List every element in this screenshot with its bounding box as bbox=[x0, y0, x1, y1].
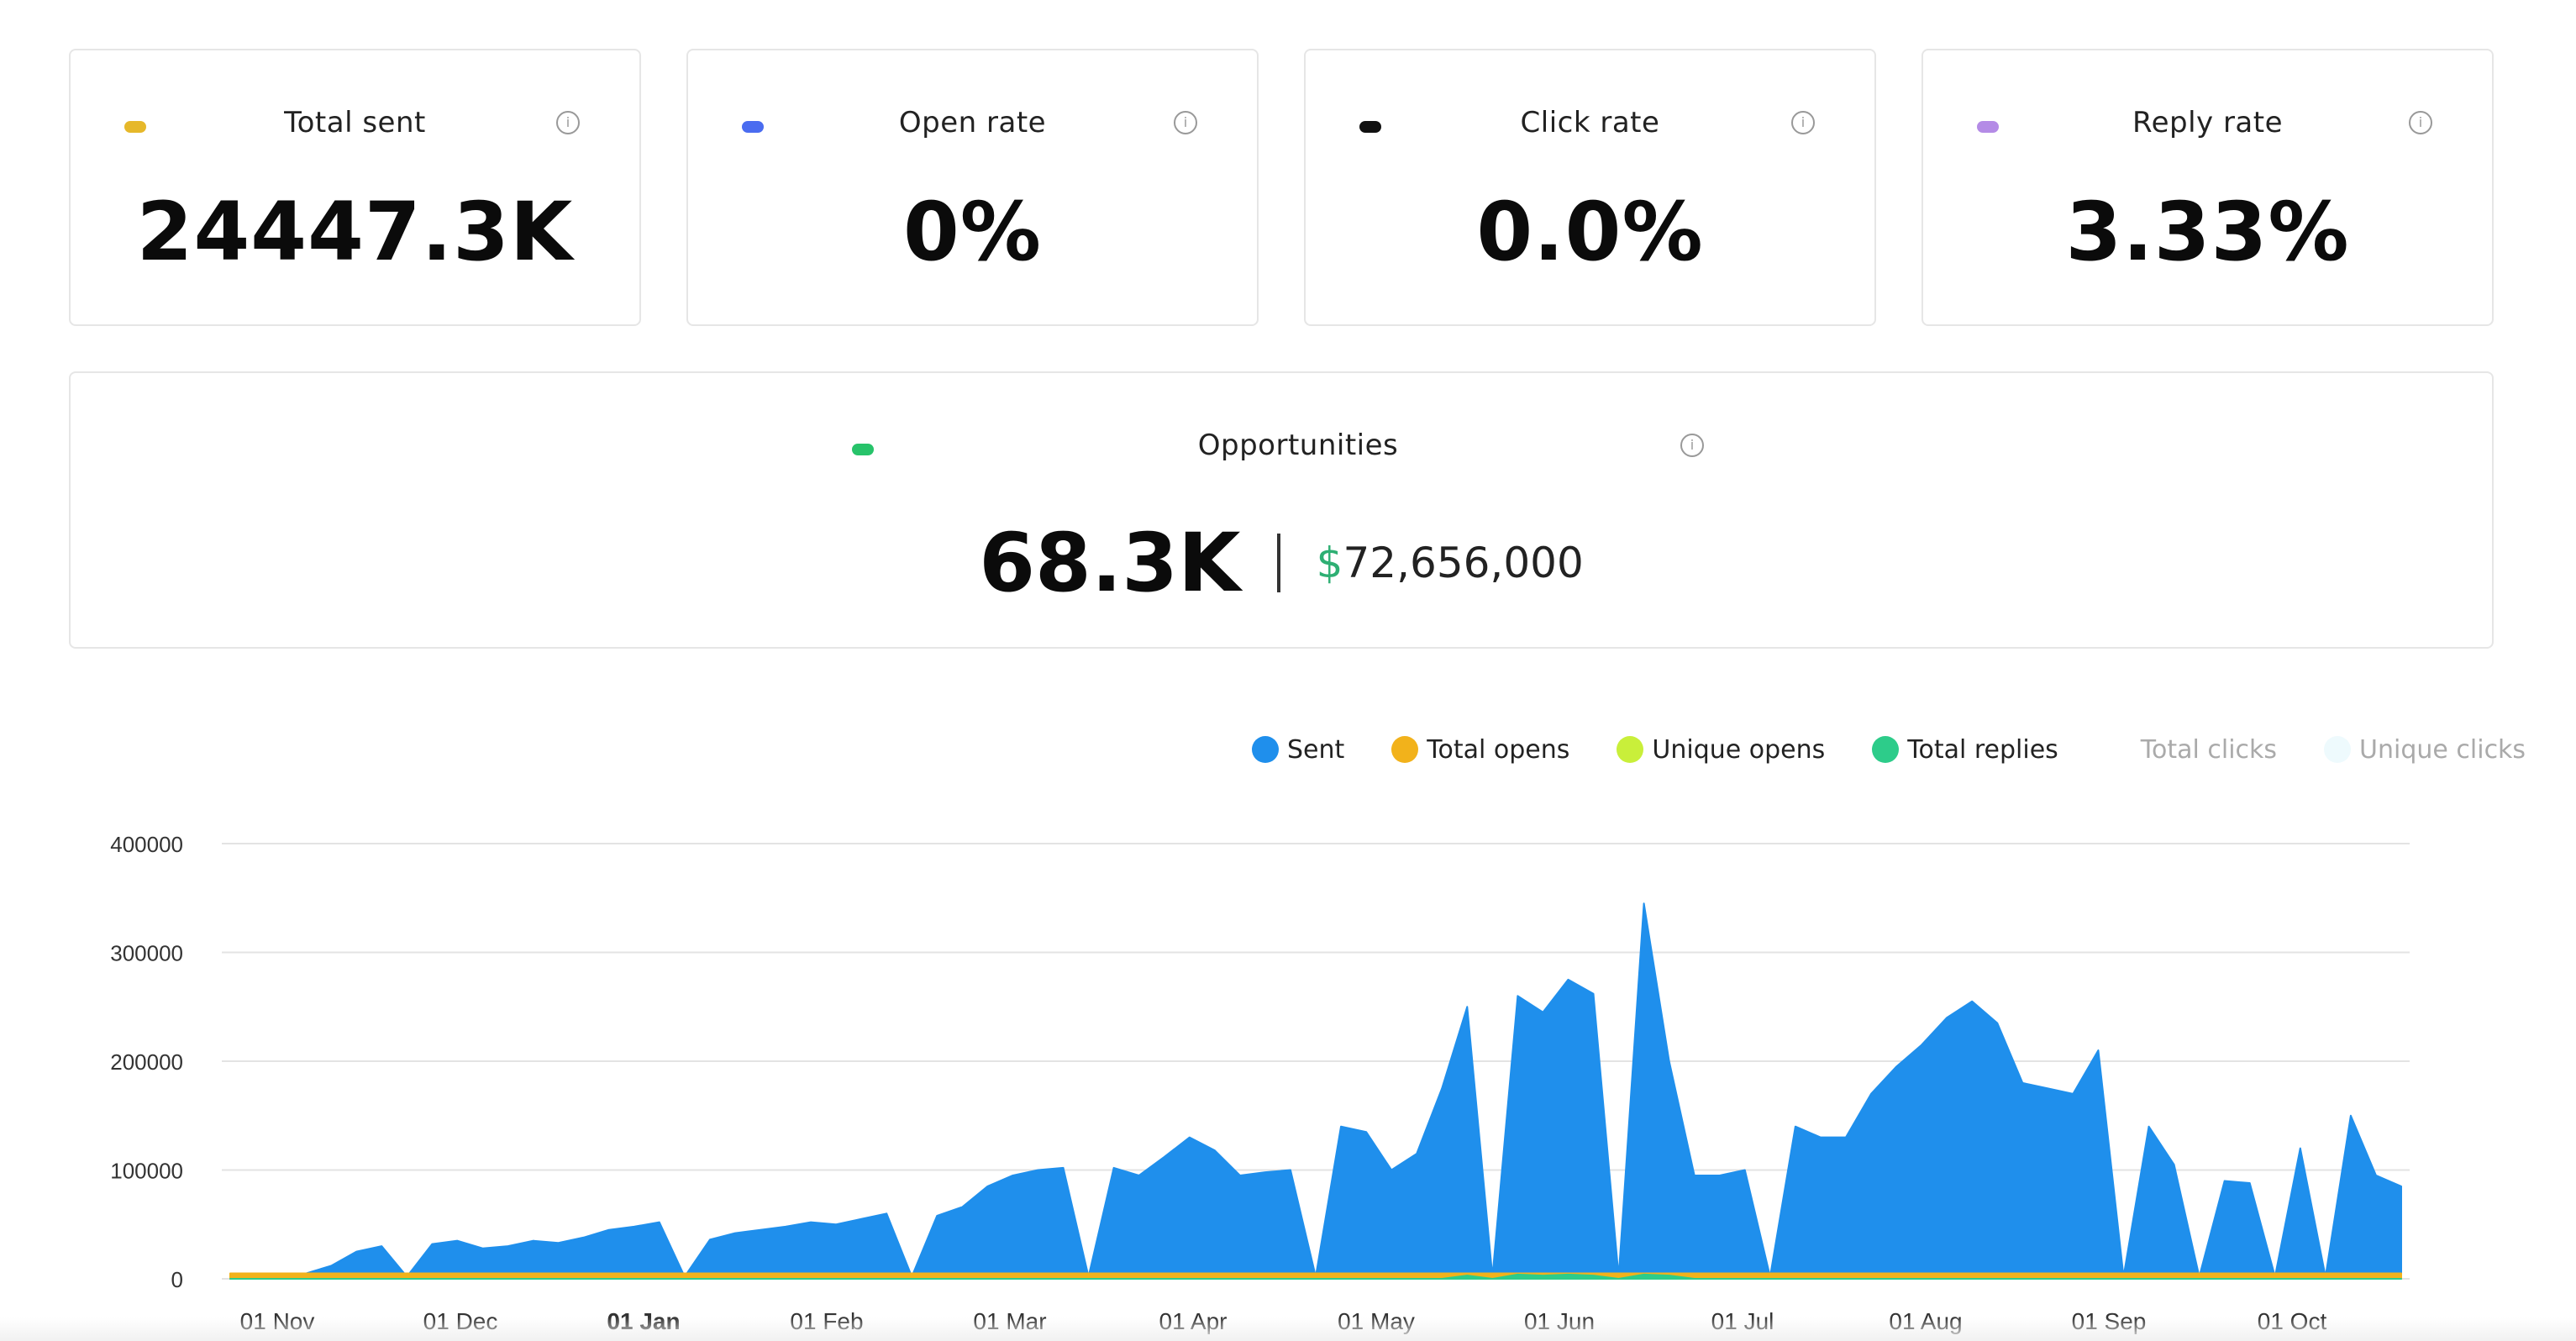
legend-item-sent[interactable]: Sent bbox=[1252, 735, 1344, 765]
series-total-opens bbox=[229, 1272, 2402, 1280]
amount-value: 72,656,000 bbox=[1343, 539, 1584, 587]
legend-swatch bbox=[1391, 736, 1419, 763]
opportunities-count: 68.3K bbox=[979, 516, 1241, 610]
stat-value: 0% bbox=[903, 185, 1042, 279]
stat-title: Total sent bbox=[284, 106, 426, 139]
legend-label: Unique opens bbox=[1652, 734, 1826, 765]
stat-card-reply-rate: Reply rate i 3.33% bbox=[1921, 49, 2494, 326]
series-total-replies bbox=[229, 1273, 2402, 1280]
legend-label: Total clicks bbox=[2140, 734, 2278, 765]
color-dot bbox=[1359, 121, 1381, 133]
bottom-edge bbox=[0, 1317, 2576, 1341]
legend-label: Unique clicks bbox=[2359, 734, 2526, 765]
legend-item-total-opens[interactable]: Total opens bbox=[1391, 735, 1569, 765]
opportunities-amount: $72,656,000 bbox=[1317, 539, 1584, 587]
info-icon[interactable]: i bbox=[1174, 111, 1197, 134]
info-icon[interactable]: i bbox=[2409, 111, 2432, 134]
opportunities-title: Opportunities bbox=[1197, 429, 1399, 462]
color-dot bbox=[124, 121, 146, 133]
color-dot bbox=[742, 121, 764, 133]
chart-legend: Sent Total opens Unique opens Total replies… bbox=[1252, 731, 2573, 768]
stat-title: Reply rate bbox=[2132, 106, 2284, 139]
legend-item-unique-clicks[interactable]: Unique clicks bbox=[2324, 735, 2526, 765]
stat-card-click-rate: Click rate i 0.0% bbox=[1304, 49, 1876, 326]
legend-label: Sent bbox=[1287, 734, 1345, 765]
legend-swatch bbox=[1617, 736, 1644, 763]
legend-item-total-clicks[interactable]: Total clicks bbox=[2105, 735, 2277, 765]
info-icon[interactable]: i bbox=[556, 111, 580, 134]
y-tick-label: 0 bbox=[171, 1267, 183, 1292]
legend-swatch bbox=[2105, 736, 2132, 763]
legend-item-total-replies[interactable]: Total replies bbox=[1872, 735, 2058, 765]
y-tick-label: 400000 bbox=[110, 832, 183, 857]
legend-label: Total replies bbox=[1907, 734, 2058, 765]
stat-title: Open rate bbox=[898, 106, 1047, 139]
legend-swatch bbox=[1872, 736, 1900, 763]
stat-title: Click rate bbox=[1520, 106, 1660, 139]
legend-item-unique-opens[interactable]: Unique opens bbox=[1617, 735, 1825, 765]
stat-card-total-sent: Total sent i 24447.3K bbox=[69, 49, 641, 326]
series-sent bbox=[229, 902, 2402, 1280]
stat-value: 0.0% bbox=[1476, 185, 1704, 279]
info-icon[interactable]: i bbox=[1680, 434, 1704, 457]
legend-label: Total opens bbox=[1427, 734, 1570, 765]
opportunities-card: Opportunities i 68.3K $72,656,000 bbox=[69, 371, 2494, 649]
stat-card-open-rate: Open rate i 0% bbox=[686, 49, 1259, 326]
color-dot bbox=[1977, 121, 1999, 133]
activity-chart: 400000300000200000100000001 Nov01 Dec01 … bbox=[110, 832, 2410, 1334]
info-icon[interactable]: i bbox=[1791, 111, 1815, 134]
y-tick-label: 300000 bbox=[110, 941, 183, 966]
legend-swatch bbox=[2324, 736, 2352, 763]
opportunities-color-dot bbox=[852, 444, 874, 455]
stat-value: 24447.3K bbox=[136, 185, 574, 279]
currency-symbol: $ bbox=[1316, 539, 1343, 587]
separator bbox=[1276, 534, 1280, 592]
legend-swatch bbox=[1252, 736, 1279, 763]
y-tick-label: 200000 bbox=[110, 1049, 183, 1075]
opportunities-values: 68.3K $72,656,000 bbox=[71, 516, 2492, 610]
y-tick-label: 100000 bbox=[110, 1159, 183, 1184]
stat-value: 3.33% bbox=[2065, 185, 2350, 279]
